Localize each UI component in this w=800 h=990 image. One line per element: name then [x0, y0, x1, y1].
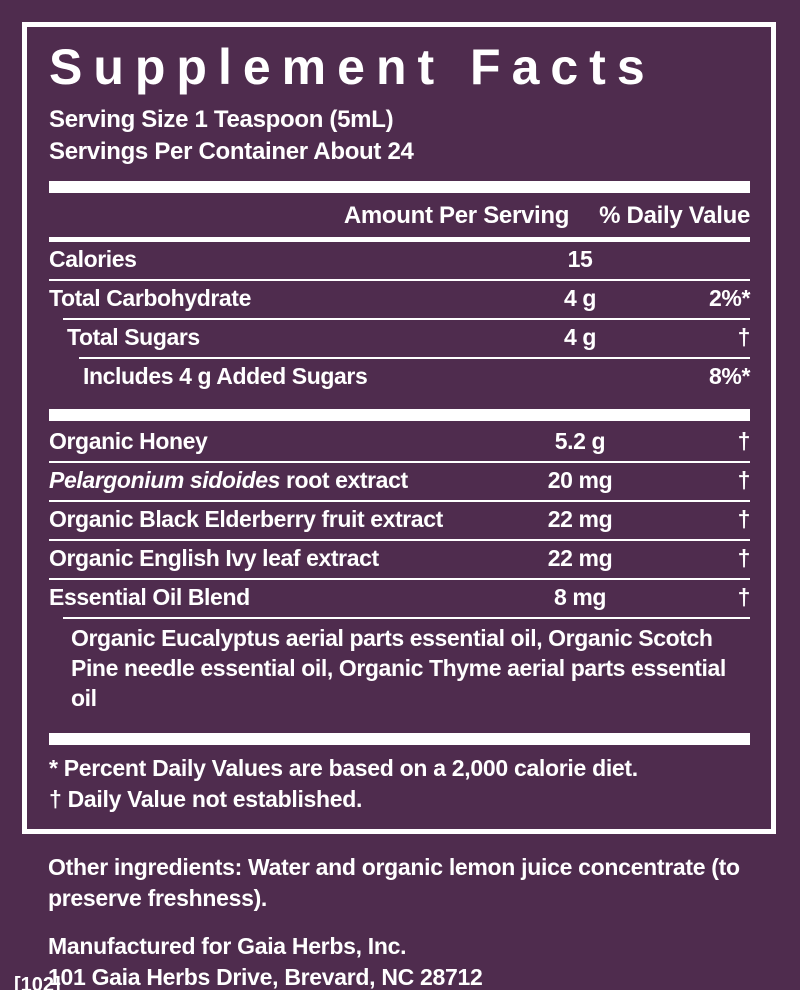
other-ingredients: Other ingredients: Water and organic lem…	[48, 854, 740, 911]
ingredient-name: Organic Black Elderberry fruit extract	[49, 506, 443, 532]
amount-value: 5.2 g	[554, 428, 606, 454]
table-row-added-sugars: Includes 4 g Added Sugars 8%*	[49, 359, 750, 396]
table-row-total-sugars: Total Sugars 4 g †	[49, 320, 750, 357]
daily-value-cell: †	[737, 584, 751, 610]
row-divider	[79, 357, 750, 359]
daily-value-cell: †	[737, 428, 751, 454]
supplement-facts-panel: Supplement Facts Serving Size 1 Teaspoon…	[22, 22, 776, 834]
amount-value: 22 mg	[547, 545, 613, 571]
daily-value-cell: †	[737, 545, 751, 571]
header-rule	[49, 237, 750, 242]
footnote-daily-values: * Percent Daily Values are based on a 2,…	[49, 755, 638, 781]
amount-value: 15	[567, 246, 593, 272]
essential-oil-note: Organic Eucalyptus aerial parts essentia…	[71, 625, 726, 711]
footnote-dagger: † Daily Value not established.	[49, 786, 363, 812]
row-divider	[49, 500, 750, 502]
table-row-pelargonium: Pelargonium sidoides root extract 20 mg …	[49, 463, 750, 500]
daily-value-column-header: % Daily Value	[599, 202, 750, 229]
nutrient-name: Includes 4 g Added Sugars	[83, 363, 368, 389]
row-divider	[49, 539, 750, 541]
daily-value-cell: 8%*	[709, 363, 750, 389]
thick-rule-bottom	[49, 733, 750, 745]
table-row-elderberry: Organic Black Elderberry fruit extract 2…	[49, 502, 750, 539]
label-footer: Other ingredients: Water and organic lem…	[48, 852, 772, 990]
ingredient-name: Essential Oil Blend	[49, 584, 250, 610]
nutrient-name: Calories	[49, 246, 137, 272]
ingredient-name-rest: root extract	[280, 467, 408, 493]
daily-value-cell: †	[737, 324, 751, 350]
amount-value: 4 g	[563, 324, 597, 350]
manufacturer-address: 101 Gaia Herbs Drive, Brevard, NC 28712	[48, 964, 483, 990]
table-row-essential-oil-blend: Essential Oil Blend 8 mg †	[49, 580, 750, 617]
row-divider	[49, 461, 750, 463]
amount-value: 20 mg	[547, 467, 613, 493]
amount-value: 8 mg	[553, 584, 607, 610]
table-row-total-carbohydrate: Total Carbohydrate 4 g 2%*	[49, 281, 750, 318]
nutrient-name: Total Carbohydrate	[49, 285, 251, 311]
row-divider	[63, 318, 750, 320]
amount-value: 4 g	[563, 285, 597, 311]
daily-value-cell: †	[737, 506, 751, 532]
row-divider	[49, 578, 750, 580]
thick-rule-top	[49, 181, 750, 193]
ingredient-name: Organic English Ivy leaf extract	[49, 545, 379, 571]
ingredient-name-latin: Pelargonium sidoides	[49, 467, 280, 493]
servings-per-container: Servings Per Container About 24	[49, 138, 414, 165]
label-background: { "colors": { "background": "#4f2c4e", "…	[0, 22, 800, 990]
thick-rule-middle	[49, 409, 750, 421]
row-divider	[63, 617, 750, 619]
ingredient-name: Pelargonium sidoides root extract	[49, 467, 515, 494]
table-row-english-ivy: Organic English Ivy leaf extract 22 mg †	[49, 541, 750, 578]
daily-value-cell: 2%*	[709, 285, 750, 311]
amount-column-header: Amount Per Serving	[343, 202, 570, 229]
panel-title: Supplement Facts	[49, 39, 656, 95]
serving-size: Serving Size 1 Teaspoon (5mL)	[49, 106, 394, 133]
table-row-calories: Calories 15	[49, 242, 750, 279]
column-headers: Amount Per Serving % Daily Value	[49, 196, 750, 237]
manufactured-for: Manufactured for Gaia Herbs, Inc.	[48, 933, 407, 959]
footnotes: * Percent Daily Values are based on a 2,…	[49, 753, 750, 815]
amount-value: 22 mg	[547, 506, 613, 532]
daily-value-cell: †	[737, 467, 751, 493]
row-divider	[49, 279, 750, 281]
nutrient-name: Total Sugars	[67, 324, 200, 350]
ingredient-name: Organic Honey	[49, 428, 208, 454]
table-row-organic-honey: Organic Honey 5.2 g †	[49, 424, 750, 461]
label-code: [102]	[14, 974, 61, 990]
